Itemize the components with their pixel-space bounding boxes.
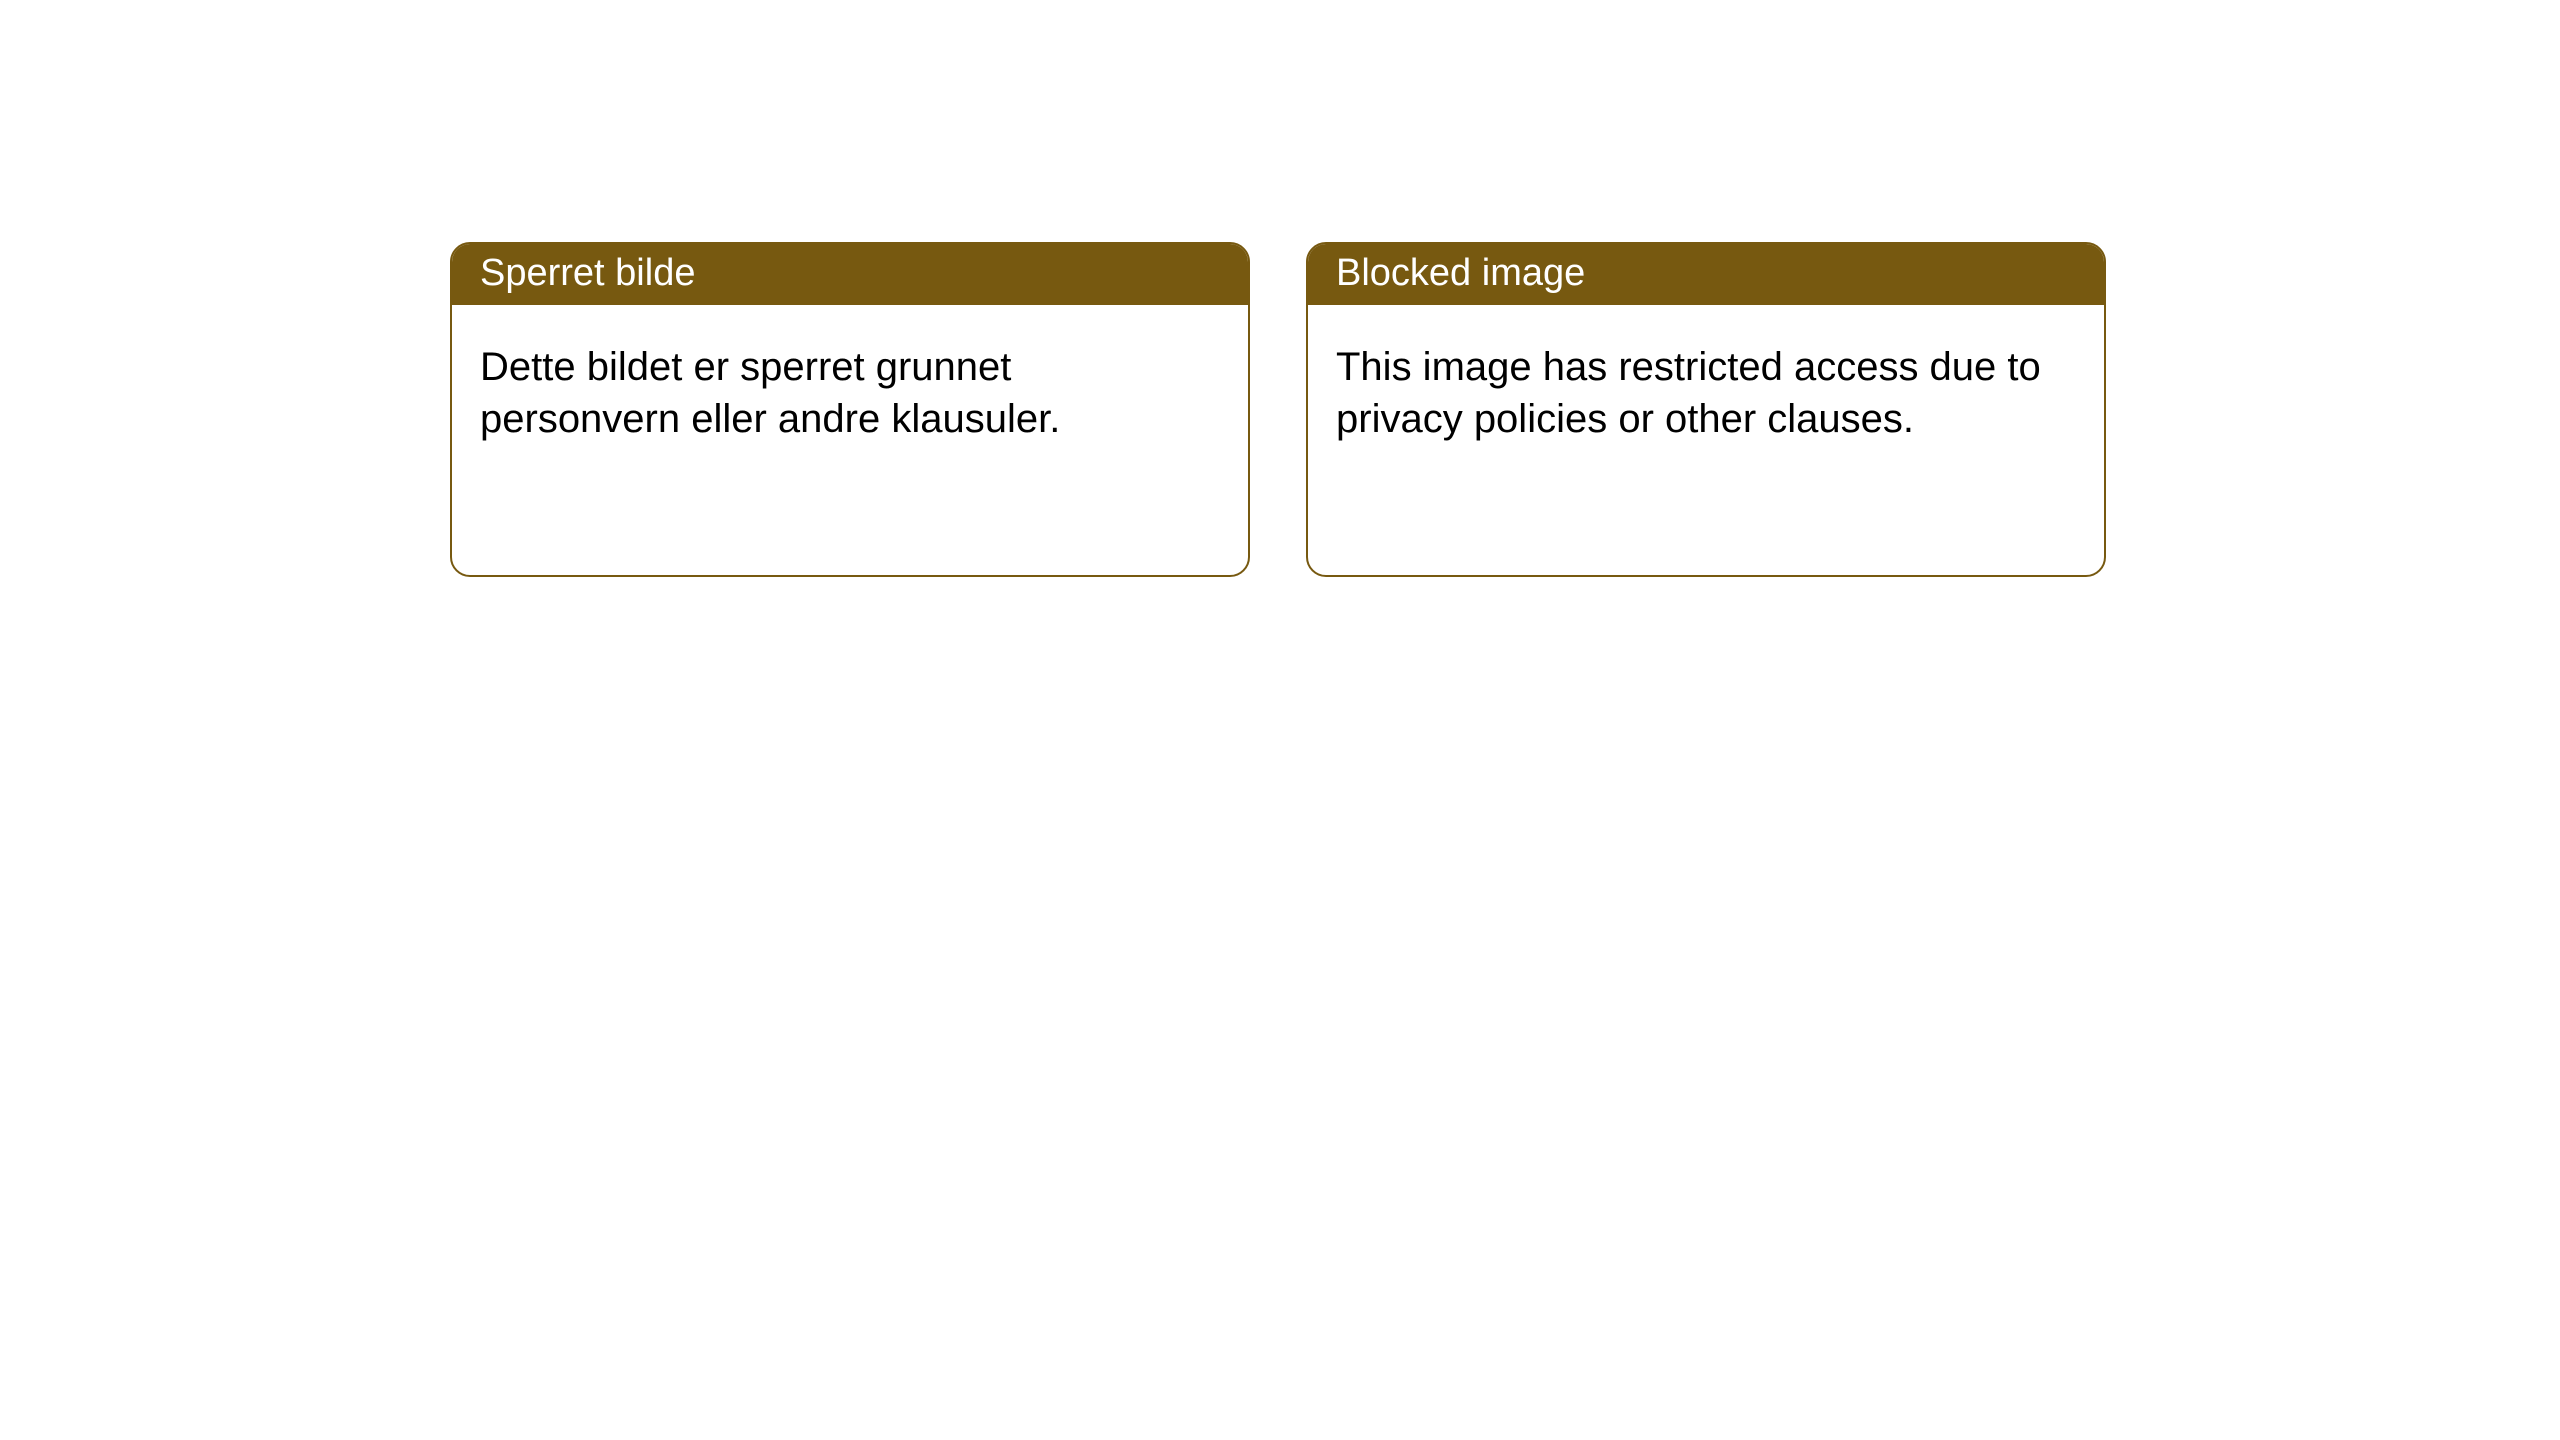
notice-header: Sperret bilde [452,244,1248,305]
notice-text: Dette bildet er sperret grunnet personve… [480,345,1060,441]
notice-body: Dette bildet er sperret grunnet personve… [452,305,1248,481]
notice-card-english: Blocked image This image has restricted … [1306,242,2106,577]
blocked-image-notices: Sperret bilde Dette bildet er sperret gr… [450,242,2106,577]
notice-title: Blocked image [1336,252,1585,294]
notice-body: This image has restricted access due to … [1308,305,2104,481]
notice-card-norwegian: Sperret bilde Dette bildet er sperret gr… [450,242,1250,577]
notice-title: Sperret bilde [480,252,695,294]
notice-header: Blocked image [1308,244,2104,305]
notice-text: This image has restricted access due to … [1336,345,2041,441]
